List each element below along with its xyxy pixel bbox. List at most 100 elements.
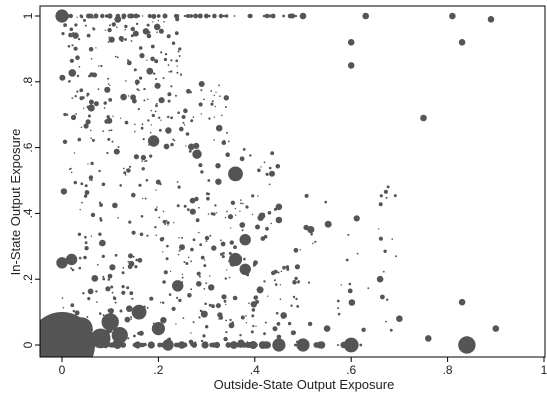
scatter-point bbox=[147, 135, 160, 147]
scatter-point bbox=[176, 181, 179, 183]
scatter-point bbox=[90, 58, 93, 60]
scatter-point bbox=[151, 113, 155, 118]
scatter-point bbox=[163, 21, 165, 23]
scatter-point bbox=[127, 95, 130, 97]
scatter-point bbox=[78, 66, 81, 68]
scatter-point bbox=[156, 14, 161, 18]
scatter-point bbox=[92, 72, 98, 78]
scatter-point bbox=[215, 91, 217, 94]
scatter-point bbox=[154, 208, 158, 212]
scatter-point bbox=[130, 318, 132, 320]
scatter-point bbox=[71, 268, 75, 272]
scatter-point bbox=[200, 113, 202, 115]
scatter-point bbox=[248, 302, 250, 305]
scatter-point bbox=[150, 109, 153, 112]
x-tick-label: .8 bbox=[443, 363, 453, 377]
scatter-point bbox=[92, 27, 94, 29]
scatter-point bbox=[91, 275, 99, 282]
scatter-point bbox=[282, 265, 286, 270]
scatter-point bbox=[60, 188, 68, 195]
scatter-point bbox=[89, 129, 92, 132]
scatter-point bbox=[183, 14, 186, 18]
scatter-point bbox=[347, 288, 353, 294]
scatter-point bbox=[189, 14, 194, 18]
scatter-point bbox=[90, 161, 94, 166]
x-tick-label: 0 bbox=[59, 363, 66, 377]
scatter-point bbox=[130, 26, 135, 32]
scatter-point bbox=[229, 341, 238, 349]
scatter-point bbox=[233, 15, 236, 17]
scatter-point bbox=[304, 193, 309, 198]
scatter-point bbox=[111, 140, 114, 143]
scatter-point bbox=[165, 219, 168, 222]
scatter-point bbox=[177, 50, 180, 53]
scatter-point bbox=[199, 309, 203, 313]
scatter-point bbox=[348, 299, 356, 306]
scatter-point bbox=[313, 342, 320, 348]
scatter-point bbox=[250, 330, 254, 334]
scatter-point bbox=[121, 271, 125, 275]
scatter-point bbox=[126, 305, 133, 313]
scatter-point bbox=[111, 291, 114, 294]
scatter-point bbox=[234, 207, 237, 210]
scatter-point bbox=[209, 342, 215, 348]
scatter-point bbox=[239, 334, 242, 337]
scatter-point bbox=[255, 325, 257, 327]
scatter-point bbox=[76, 74, 80, 78]
scatter-point bbox=[215, 178, 222, 185]
scatter-point bbox=[231, 321, 234, 325]
scatter-point bbox=[124, 28, 126, 31]
scatter-point bbox=[98, 169, 101, 173]
scatter-point bbox=[141, 160, 143, 162]
scatter-point bbox=[245, 205, 249, 209]
scatter-point bbox=[124, 120, 129, 125]
scatter-point bbox=[146, 306, 149, 309]
scatter-point bbox=[230, 227, 232, 229]
scatter-point bbox=[155, 78, 157, 80]
scatter-point bbox=[90, 212, 96, 218]
scatter-point bbox=[152, 21, 154, 23]
scatter-point bbox=[114, 253, 118, 257]
scatter-point bbox=[203, 288, 206, 290]
scatter-point bbox=[178, 55, 181, 57]
scatter-point bbox=[159, 301, 162, 304]
scatter-point bbox=[71, 97, 74, 99]
scatter-point bbox=[251, 308, 256, 312]
scatter-point bbox=[146, 33, 152, 39]
scatter-point bbox=[121, 13, 127, 19]
scatter-point bbox=[256, 286, 264, 294]
scatter-point bbox=[104, 119, 109, 124]
scatter-point bbox=[131, 304, 147, 320]
scatter-point bbox=[68, 32, 73, 38]
scatter-point bbox=[190, 260, 193, 263]
scatter-point bbox=[162, 280, 166, 284]
scatter-point bbox=[317, 341, 326, 349]
scatter-point bbox=[272, 326, 278, 332]
scatter-point bbox=[84, 235, 87, 239]
scatter-point bbox=[254, 295, 258, 300]
scatter-point bbox=[270, 222, 273, 225]
scatter-point bbox=[167, 99, 171, 103]
x-tick-label: 1 bbox=[541, 363, 547, 377]
scatter-point bbox=[88, 46, 94, 52]
scatter-point bbox=[107, 77, 110, 80]
scatter-point bbox=[263, 280, 266, 283]
scatter-point bbox=[232, 295, 238, 301]
scatter-point bbox=[160, 119, 162, 121]
scatter-point bbox=[125, 168, 128, 171]
scatter-point bbox=[380, 294, 385, 300]
scatter-point bbox=[142, 197, 144, 200]
scatter-point bbox=[84, 246, 89, 251]
x-tick-label: .6 bbox=[346, 363, 356, 377]
scatter-point bbox=[239, 222, 246, 228]
scatter-point bbox=[337, 312, 341, 316]
scatter-point bbox=[294, 343, 297, 347]
scatter-point bbox=[280, 312, 288, 319]
scatter-point bbox=[245, 322, 248, 324]
scatter-point bbox=[181, 276, 184, 279]
scatter-point bbox=[225, 152, 230, 157]
scatter-point bbox=[263, 332, 266, 336]
scatter-point bbox=[147, 98, 149, 101]
scatter-point bbox=[177, 111, 180, 114]
scatter-point bbox=[150, 124, 152, 126]
